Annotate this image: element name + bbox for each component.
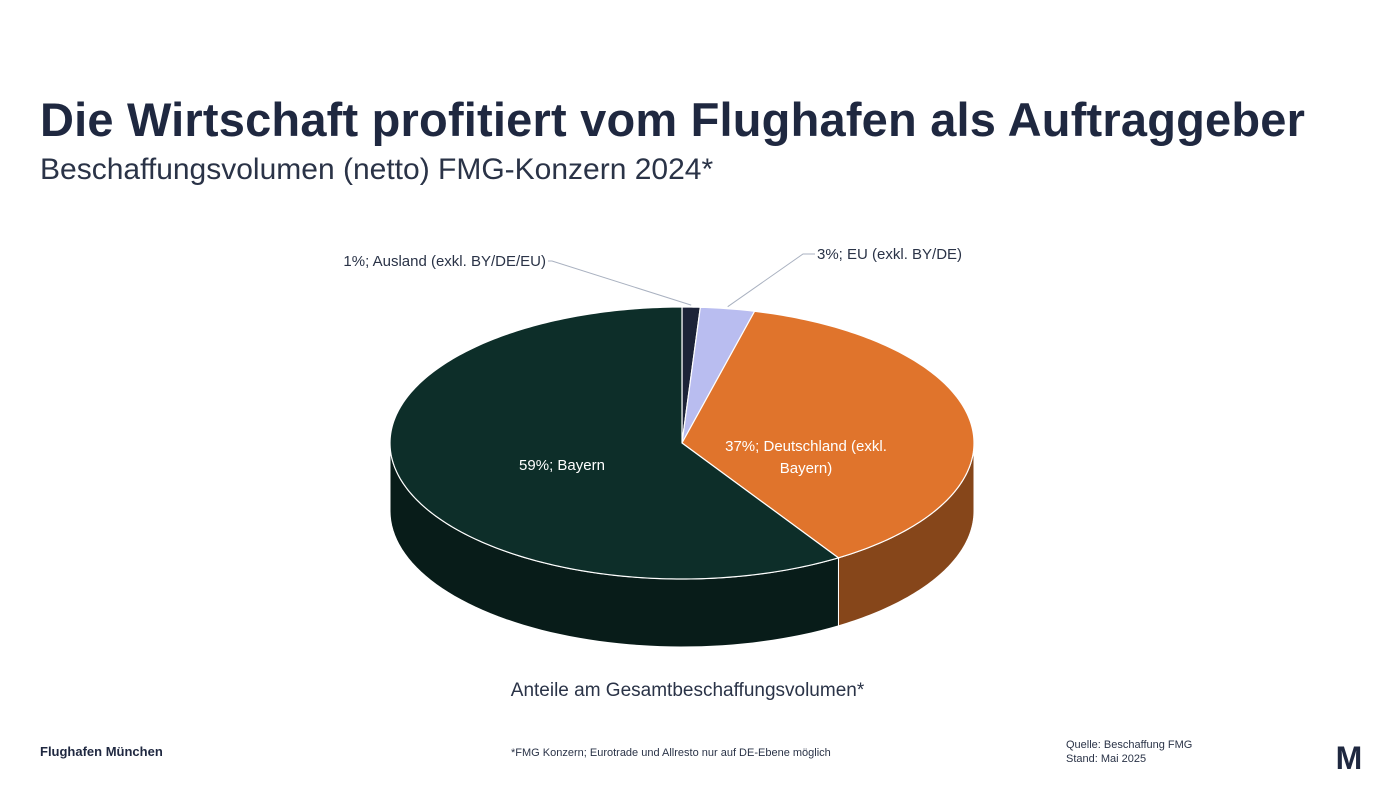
pie-top: [389, 306, 975, 580]
chart-caption: Anteile am Gesamtbeschaffungsvolumen*: [510, 680, 865, 701]
pie-slice-3: [389, 306, 840, 580]
brand-name: Flughafen München: [40, 744, 163, 759]
source-info: Quelle: Beschaffung FMG Stand: Mai 2025: [1066, 738, 1192, 766]
leader-line-0: [548, 260, 692, 306]
label-slice-2-line-2: Bayern): [780, 460, 833, 477]
logo-letter: M: [1336, 740, 1363, 772]
footnote: *FMG Konzern; Eurotrade und Allresto nur…: [511, 747, 831, 759]
source-line: Quelle: Beschaffung FMG: [1066, 739, 1193, 751]
label-slice-1: 3%; EU (exkl. BY/DE): [817, 246, 962, 263]
date-line: Stand: Mai 2025: [1066, 753, 1147, 765]
pie-labels: 1%; Ausland (exkl. BY/DE/EU) 3%; EU (exkl…: [343, 246, 962, 477]
slide-title: Die Wirtschaft profitiert vom Flughafen …: [40, 93, 1306, 146]
munich-airport-logo: M: [1336, 740, 1363, 772]
label-slice-0: 1%; Ausland (exkl. BY/DE/EU): [343, 253, 546, 270]
slide-subtitle: Beschaffungsvolumen (netto) FMG-Konzern …: [40, 153, 714, 186]
label-slice-2-line-1: 37%; Deutschland (exkl.: [725, 438, 887, 455]
label-slice-3: 59%; Bayern: [519, 457, 605, 474]
leader-line-1: [727, 253, 815, 308]
